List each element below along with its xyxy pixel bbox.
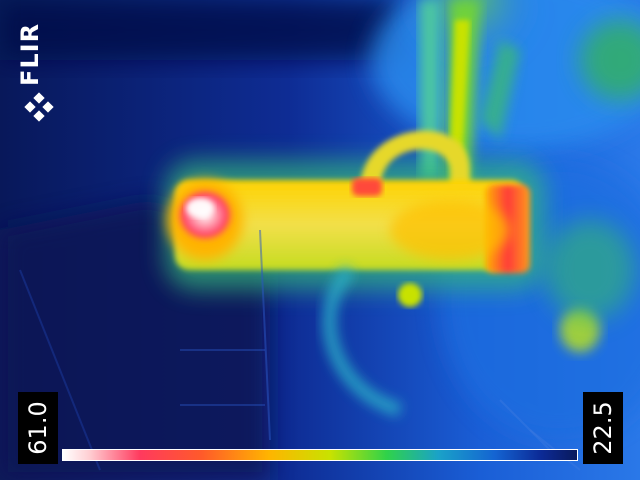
temperature-color-scale xyxy=(62,449,578,461)
min-temperature-label: 22.5 xyxy=(583,392,623,464)
flir-logo-text: FLIR xyxy=(16,23,78,86)
max-temperature-label: 61.0 xyxy=(18,392,58,464)
max-temperature-value: 61.0 xyxy=(24,401,52,455)
min-temperature-value: 22.5 xyxy=(589,401,617,455)
flir-logo-icon xyxy=(24,92,54,122)
